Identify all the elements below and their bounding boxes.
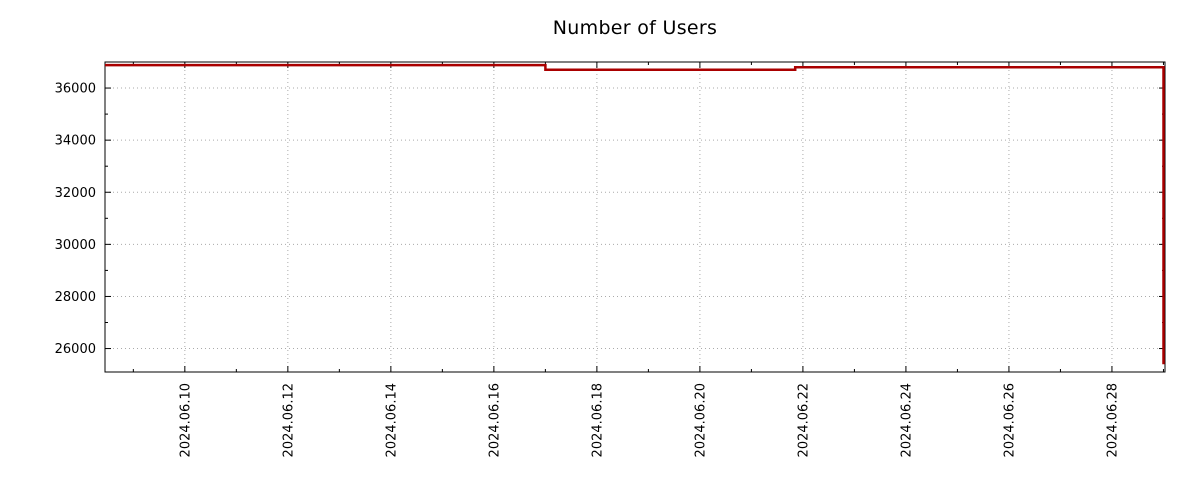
- svg-text:2024.06.24: 2024.06.24: [899, 383, 914, 457]
- svg-text:2024.06.10: 2024.06.10: [178, 383, 193, 457]
- svg-text:32000: 32000: [55, 186, 96, 201]
- svg-text:2024.06.26: 2024.06.26: [1002, 383, 1017, 457]
- svg-text:30000: 30000: [55, 238, 96, 253]
- svg-text:34000: 34000: [55, 134, 96, 149]
- svg-text:2024.06.28: 2024.06.28: [1105, 383, 1120, 457]
- axis-ticks: [105, 62, 1165, 372]
- svg-text:28000: 28000: [55, 290, 96, 305]
- grid-lines: [105, 62, 1165, 372]
- svg-text:2024.06.12: 2024.06.12: [281, 383, 296, 457]
- svg-text:2024.06.16: 2024.06.16: [487, 383, 502, 457]
- svg-text:2024.06.18: 2024.06.18: [590, 383, 605, 457]
- plot-frame: [104, 61, 1166, 373]
- svg-text:36000: 36000: [55, 82, 96, 97]
- svg-text:2024.06.22: 2024.06.22: [796, 383, 811, 457]
- svg-text:26000: 26000: [55, 342, 96, 357]
- series-line: [105, 63, 1165, 365]
- y-tick-labels: 26000 28000 30000 32000 34000 36000: [55, 82, 96, 358]
- x-tick-labels: 2024.06.10 2024.06.12 2024.06.14 2024.06.16…: [178, 383, 1120, 457]
- svg-text:2024.06.14: 2024.06.14: [384, 383, 399, 457]
- svg-text:2024.06.20: 2024.06.20: [693, 383, 708, 457]
- chart-title: Number of Users: [552, 17, 718, 39]
